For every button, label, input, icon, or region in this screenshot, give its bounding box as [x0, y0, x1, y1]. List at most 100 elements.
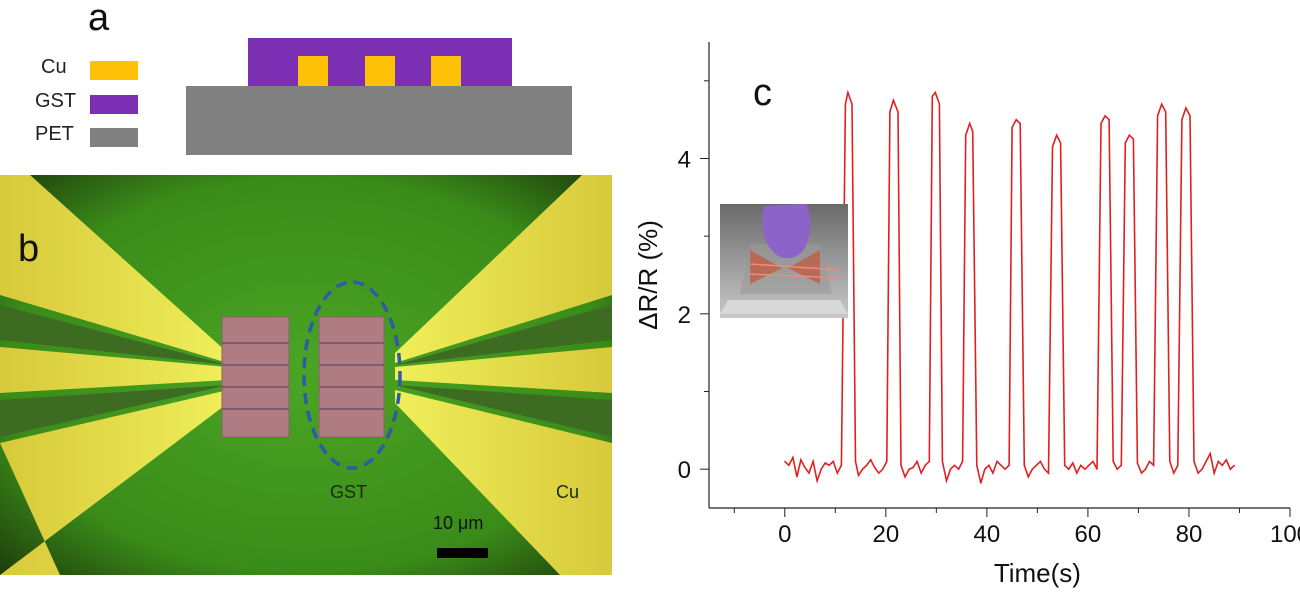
chart-ticks	[700, 80, 1291, 517]
data-point	[1116, 468, 1118, 470]
x-tick-label: 80	[1176, 521, 1203, 548]
data-point	[1112, 460, 1114, 462]
gst-pad-left	[221, 316, 290, 438]
data-point	[874, 467, 876, 469]
data-point	[1008, 464, 1010, 466]
chart-axes	[708, 42, 1290, 509]
data-point	[1039, 460, 1041, 462]
data-point	[1035, 464, 1037, 466]
data-point	[1165, 111, 1167, 113]
legend-pet-label: PET	[35, 123, 74, 145]
data-point	[1056, 134, 1058, 136]
gst-highlight-ellipse	[302, 280, 402, 470]
scale-bar-label: 10 μm	[433, 513, 484, 533]
data-point	[931, 95, 933, 97]
gst-pad-right	[318, 316, 385, 438]
data-point	[1193, 460, 1195, 462]
right-electrodes	[395, 175, 612, 575]
data-point	[1229, 468, 1231, 470]
data-point	[840, 464, 842, 466]
data-point	[958, 468, 960, 470]
data-point	[920, 472, 922, 474]
data-point	[1080, 464, 1082, 466]
data-point	[828, 464, 830, 466]
data-point	[934, 91, 936, 94]
panel-a-label: a	[88, 0, 110, 39]
data-point	[1092, 460, 1094, 462]
data-point	[1181, 119, 1183, 121]
data-point	[1209, 453, 1211, 455]
y-tick-label: 0	[678, 457, 691, 484]
data-point	[796, 476, 798, 478]
data-point	[866, 464, 868, 466]
panel-b-label: b	[18, 228, 40, 270]
cu-electrode-3	[431, 56, 461, 86]
data-point	[1000, 464, 1002, 466]
data-point	[945, 480, 948, 482]
gst-label: GST	[330, 482, 368, 502]
data-point	[1096, 468, 1098, 470]
left-electrodes	[0, 175, 228, 575]
data-point	[1132, 138, 1134, 140]
inset-photo	[720, 204, 848, 318]
data-point	[878, 472, 880, 474]
data-point	[889, 111, 891, 113]
data-point	[1027, 476, 1029, 478]
series-points	[784, 91, 1235, 484]
data-point	[1205, 460, 1207, 462]
data-point	[804, 467, 806, 469]
legend-cu-swatch	[90, 61, 138, 80]
data-point	[1217, 460, 1219, 462]
data-point	[857, 474, 860, 476]
data-point	[836, 472, 838, 474]
data-point	[847, 91, 849, 94]
data-point	[897, 111, 899, 113]
data-point	[788, 464, 790, 466]
data-point	[928, 460, 930, 462]
data-point	[1169, 460, 1171, 462]
data-point	[916, 460, 918, 462]
cu-electrode-2	[365, 56, 395, 86]
data-point	[1148, 460, 1151, 462]
data-point	[1221, 464, 1223, 466]
data-point	[808, 472, 810, 474]
data-point	[1019, 122, 1021, 125]
data-point	[1084, 468, 1086, 470]
data-point	[1136, 462, 1138, 464]
data-point	[953, 464, 956, 466]
data-point	[1072, 462, 1074, 464]
data-point	[938, 103, 940, 105]
data-point	[851, 103, 853, 105]
data-point	[1043, 468, 1046, 470]
x-tick-label: 20	[872, 521, 899, 548]
data-point	[1023, 464, 1025, 466]
data-point	[1015, 119, 1017, 121]
data-point	[949, 468, 952, 470]
series-line-delta-r	[784, 89, 1235, 484]
data-point	[1197, 472, 1199, 474]
cu-electrode-1	[298, 56, 328, 86]
y-axis-label: ΔR/R (%)	[633, 220, 663, 330]
data-point	[1161, 103, 1163, 105]
data-point	[1157, 115, 1159, 117]
chart-tick-labels: 0 20 40 60 80 100 0 2 4	[678, 147, 1300, 549]
pet-substrate	[186, 86, 572, 155]
data-point	[996, 460, 998, 462]
data-point	[882, 468, 884, 470]
data-point	[820, 468, 822, 470]
data-point	[1011, 126, 1013, 128]
data-point	[912, 467, 914, 469]
data-point	[900, 464, 902, 466]
data-point	[992, 472, 994, 474]
scale-bar	[437, 548, 488, 558]
data-point	[924, 464, 926, 466]
data-point	[892, 99, 894, 101]
x-tick-label: 0	[778, 521, 791, 548]
response-chart: 0 20 40 60 80 100 0 2 4 Time(s) ΔR/R (%) c	[633, 42, 1300, 588]
data-point	[886, 460, 888, 462]
data-point	[965, 134, 967, 136]
legend-cu-label: Cu	[41, 56, 67, 78]
data-point	[1144, 468, 1147, 470]
data-point	[1185, 107, 1187, 109]
panel-c-label: c	[753, 72, 772, 114]
